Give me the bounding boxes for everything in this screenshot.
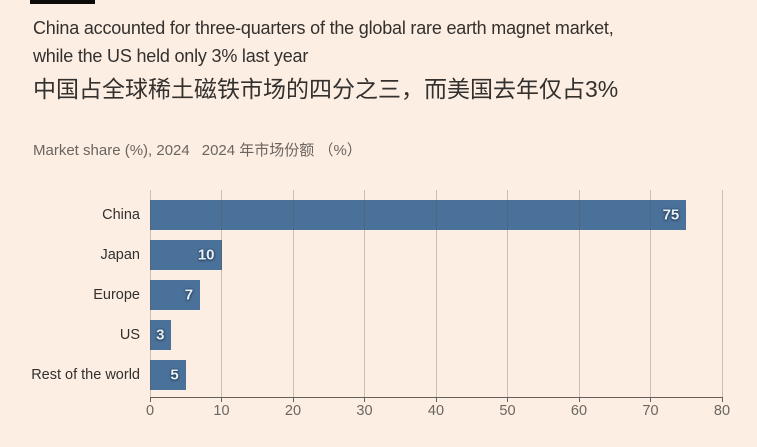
x-axis-tick xyxy=(149,398,151,402)
bar: 7 xyxy=(150,280,201,310)
bar-value-label: 3 xyxy=(156,326,165,344)
x-axis-tick xyxy=(292,398,294,402)
gridline xyxy=(292,190,294,397)
x-axis-tick xyxy=(578,398,580,402)
title-chinese: 中国占全球稀土磁铁市场的四分之三，而美国去年仅占3% xyxy=(33,76,619,102)
x-axis-tick xyxy=(650,398,651,402)
title-english: China accounted for three-quarters of th… xyxy=(33,14,614,70)
x-axis-tick xyxy=(721,398,723,402)
gridline xyxy=(435,190,437,397)
x-axis-tick-label: 40 xyxy=(427,403,445,419)
x-axis-tick xyxy=(221,398,222,402)
title-english-line1: China accounted for three-quarters of th… xyxy=(33,18,614,38)
gridline xyxy=(721,190,723,397)
gridline xyxy=(364,190,365,397)
bar: 75 xyxy=(150,200,687,230)
bar-value-label: 10 xyxy=(197,246,215,264)
x-axis-tick-label: 20 xyxy=(284,403,302,419)
x-axis-tick xyxy=(435,398,437,402)
bar: 3 xyxy=(150,320,172,350)
x-axis-tick-label: 70 xyxy=(642,403,659,419)
x-axis-line xyxy=(150,397,723,398)
bar-value-label: 7 xyxy=(184,286,194,304)
x-axis-tick-label: 10 xyxy=(213,403,230,419)
x-axis-tick-label: 30 xyxy=(356,403,373,419)
category-label: Europe xyxy=(93,287,140,303)
x-axis-tick-label: 50 xyxy=(499,403,516,419)
top-rule-bar xyxy=(30,0,95,4)
bar-value-label: 5 xyxy=(170,366,179,384)
bar-chart-plot-area: China 75 Japan 10 Europe 7 US 3 Rest of the worl… xyxy=(31,190,730,419)
x-axis-tick-label: 0 xyxy=(145,403,155,419)
gridline xyxy=(578,190,580,397)
x-axis-tick xyxy=(364,398,365,402)
bar-value-label: 75 xyxy=(662,206,680,224)
x-axis-tick-label: 60 xyxy=(570,403,588,419)
category-label: Japan xyxy=(100,247,140,263)
category-label: China xyxy=(102,207,140,223)
title-english-line2: while the US held only 3% last year xyxy=(33,46,309,66)
gridline xyxy=(221,190,222,397)
chart-subtitle: Market share (%), 2024 2024 年市场份额 （%） xyxy=(33,139,362,160)
category-label: Rest of the world xyxy=(31,367,140,383)
x-axis-tick xyxy=(507,398,508,402)
gridline xyxy=(650,190,651,397)
subtitle-english: Market share (%), 2024 xyxy=(33,142,190,159)
subtitle-chinese: 2024 年市场份额 （%） xyxy=(201,142,362,159)
bar: 5 xyxy=(150,360,186,390)
category-label: US xyxy=(119,327,140,343)
bar: 10 xyxy=(150,240,222,270)
x-axis-tick-label: 80 xyxy=(713,403,731,419)
gridline xyxy=(507,190,508,397)
gridline xyxy=(149,190,151,397)
